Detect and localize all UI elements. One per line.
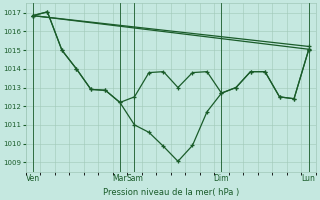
X-axis label: Pression niveau de la mer( hPa ): Pression niveau de la mer( hPa ) xyxy=(103,188,239,197)
